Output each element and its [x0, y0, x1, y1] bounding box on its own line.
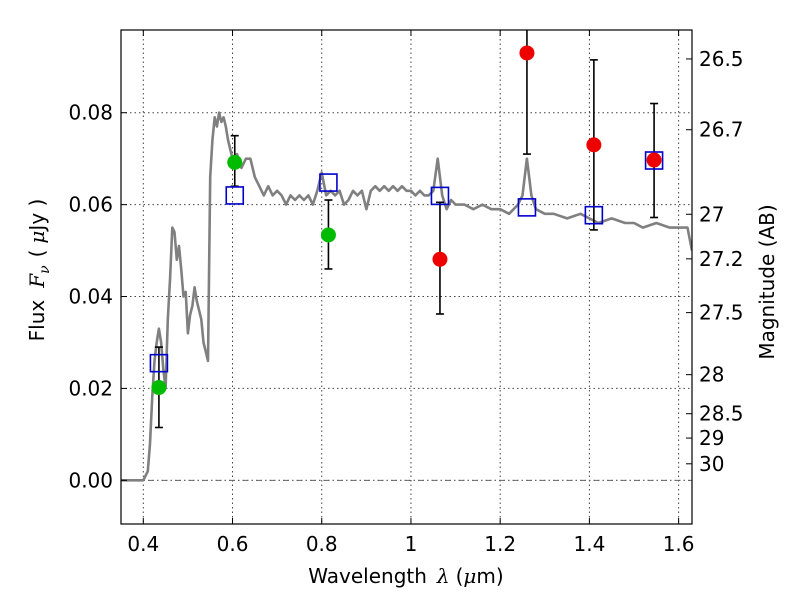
y-tick-labels: 0.00 0.02 0.04 0.06 0.08 [68, 101, 113, 493]
x-axis-label-unit: m) [476, 564, 503, 588]
mag-tick-label: 27 [699, 202, 724, 226]
y2-axis-label: Magnitude (AB) [755, 204, 779, 359]
mag-tick-label: 26.7 [699, 118, 744, 142]
y-tick-label: 0.02 [68, 376, 113, 400]
y-axis-label-nu: ν [37, 265, 53, 274]
green-photometry-point [320, 227, 336, 243]
mag-tick-label: 27.5 [699, 301, 744, 325]
y-axis-label-mu: μ [25, 231, 49, 244]
red-photometry-point [646, 152, 662, 168]
red-photometry-point [586, 137, 602, 153]
mag-tick-label: 28 [699, 363, 724, 387]
model-band-square [430, 186, 450, 206]
photometry-point-layer [151, 45, 662, 396]
x-tick-label: 1.4 [573, 532, 605, 556]
x-tick-labels: 0.4 0.6 0.8 1 1.2 1.4 1.6 [127, 532, 694, 556]
tick-marks [121, 30, 692, 524]
plot-background [121, 30, 692, 524]
x-tick-label: 0.6 [217, 532, 249, 556]
x-axis-label: Wavelength λ (μm) [308, 564, 503, 588]
model-spectrum-line [121, 111, 692, 482]
y-axis-label-unit: Jy ) [25, 199, 49, 233]
green-photometry-point [151, 380, 167, 396]
model-band-square [149, 353, 169, 373]
plot-frame [120, 29, 693, 525]
model-spectrum-layer [121, 111, 692, 482]
y-tick-label: 0.06 [68, 193, 113, 217]
y-axis-label-text: Flux [25, 300, 49, 342]
x-tick-label: 1 [405, 532, 418, 556]
x-axis-label-mu: μ [463, 564, 476, 588]
x-tick-label: 0.4 [127, 532, 159, 556]
x-tick-label: 1.2 [484, 532, 516, 556]
model-point-layer [149, 151, 664, 373]
model-band-square [319, 173, 338, 192]
mag-tick-label: 30 [699, 452, 724, 476]
mag-tick-label: 27.2 [699, 247, 744, 271]
red-photometry-point [519, 45, 535, 61]
y-axis-label-paren: ( [25, 250, 49, 258]
y-axis-label-f: F [25, 273, 49, 289]
model-band-square [225, 186, 245, 205]
y-tick-label: 0.04 [68, 285, 113, 309]
x-tick-label: 1.6 [663, 532, 695, 556]
red-photometry-point [432, 251, 448, 267]
y-axis-label: Flux Fν ( μJy ) [25, 199, 53, 342]
mag-tick-label: 26.5 [699, 47, 744, 71]
y-tick-label: 0.00 [68, 468, 113, 492]
model-band-square [517, 198, 537, 217]
x-axis-label-lambda: λ [436, 564, 450, 588]
green-photometry-point [227, 154, 243, 170]
y-tick-label: 0.08 [68, 101, 113, 125]
model-band-square [584, 205, 604, 225]
mag-tick-label: 29 [699, 426, 724, 450]
x-tick-label: 0.8 [306, 532, 338, 556]
x-axis-label-paren: ( [456, 564, 464, 588]
mag-tick-label: 28.5 [699, 402, 744, 426]
x-axis-label-text: Wavelength [308, 564, 427, 588]
model-band-square [644, 151, 664, 170]
